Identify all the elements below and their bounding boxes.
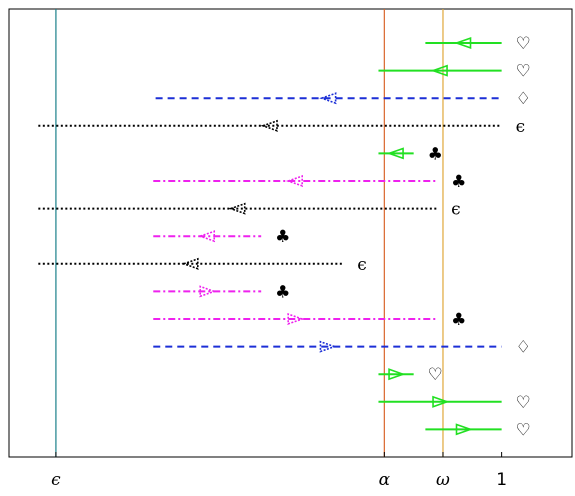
interval-label: ♣ xyxy=(275,227,290,247)
interval-label: ϵ xyxy=(516,117,526,137)
interval-row: ♢ xyxy=(155,89,531,109)
arrow-right-icon xyxy=(199,285,217,298)
interval-row: ♣ xyxy=(153,227,290,247)
interval-label: ♡ xyxy=(516,393,531,413)
interval-row: ♡ xyxy=(378,393,531,413)
interval-row: ♣ xyxy=(153,310,466,330)
interval-row: ♡ xyxy=(378,62,531,82)
interval-label: ♣ xyxy=(428,144,443,164)
interval-label: ♢ xyxy=(516,89,531,109)
tick-label: ϵ xyxy=(51,470,61,490)
interval-row: ♡ xyxy=(378,365,443,385)
interval-label: ϵ xyxy=(451,200,461,220)
arrow-right-icon xyxy=(432,395,450,408)
interval-row: ♡ xyxy=(425,34,531,54)
interval-label: ♡ xyxy=(516,420,531,440)
interval-row: ϵ xyxy=(38,117,525,137)
interval-row: ♣ xyxy=(378,144,443,164)
interval-label: ϵ xyxy=(357,255,367,275)
tick-label: α xyxy=(379,470,391,490)
plot-frame xyxy=(8,8,573,458)
interval-label: ♡ xyxy=(516,62,531,82)
arrow-right-icon xyxy=(287,312,305,326)
interval-row: ϵ xyxy=(38,255,367,275)
interval-row: ♣ xyxy=(153,282,290,302)
interval-label: ♣ xyxy=(275,282,290,302)
arrow-right-icon xyxy=(455,423,473,436)
arrow-left-icon xyxy=(319,92,337,105)
interval-label: ♣ xyxy=(451,310,466,330)
arrow-left-icon xyxy=(228,202,246,215)
arrow-left-icon xyxy=(197,230,216,243)
interval-row: ϵ xyxy=(38,200,461,220)
interval-row: ♢ xyxy=(153,338,531,358)
arrow-right-icon xyxy=(319,340,337,353)
interval-row: ♣ xyxy=(153,172,466,192)
arrow-left-icon xyxy=(454,36,472,50)
interval-label: ♣ xyxy=(451,172,466,192)
interval-label: ♢ xyxy=(516,338,531,358)
arrow-left-icon xyxy=(285,174,303,188)
arrow-right-icon xyxy=(388,368,406,381)
interval-label: ♡ xyxy=(516,34,531,54)
tick-label: ω xyxy=(436,470,450,490)
interval-label: ♡ xyxy=(428,365,443,385)
arrow-left-icon xyxy=(430,64,448,77)
arrow-left-icon xyxy=(260,119,278,132)
arrow-left-icon xyxy=(181,257,199,270)
interval-row: ♡ xyxy=(425,420,531,440)
tick-label: 1 xyxy=(496,470,507,490)
arrow-left-icon xyxy=(386,147,404,160)
